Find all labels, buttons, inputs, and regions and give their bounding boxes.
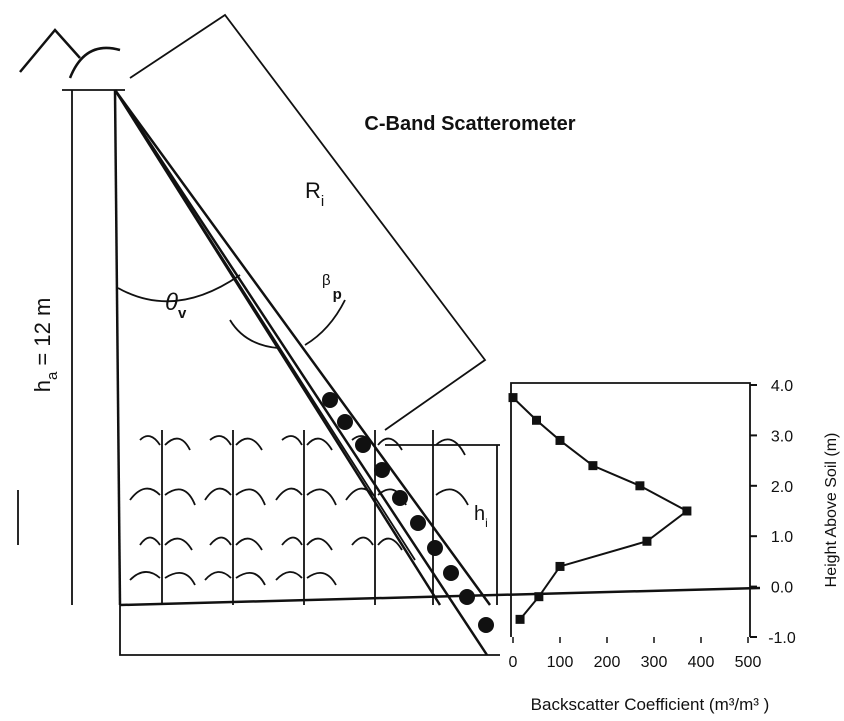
beam-line bbox=[113, 89, 489, 656]
profile-point bbox=[555, 435, 565, 445]
y-tick-label: 3.0 bbox=[771, 428, 793, 445]
profile-point bbox=[555, 561, 565, 571]
profile-point bbox=[642, 536, 652, 546]
theta-arc bbox=[117, 274, 241, 303]
layer-label: hi bbox=[474, 503, 488, 530]
range-dimension bbox=[129, 13, 487, 431]
range-label: Ri bbox=[305, 178, 324, 210]
ground bbox=[119, 586, 761, 607]
x-axis-label: Backscatter Coefficient (m³/m³ ) bbox=[531, 695, 770, 714]
profile-point bbox=[534, 592, 544, 602]
beta-arc bbox=[304, 299, 346, 346]
beam-line bbox=[113, 89, 492, 606]
profile-point bbox=[588, 461, 598, 471]
x-tick-label: 400 bbox=[688, 654, 715, 671]
subscript: i bbox=[485, 516, 488, 530]
arc bbox=[229, 319, 279, 349]
label: = 12 m bbox=[30, 298, 55, 372]
x-tick-label: 100 bbox=[547, 654, 574, 671]
x-tick-label: 0 bbox=[509, 654, 518, 671]
y-tick-label: 0.0 bbox=[771, 580, 793, 597]
scatter-volumes bbox=[322, 392, 494, 633]
antenna bbox=[19, 28, 81, 73]
x-tick-label: 200 bbox=[594, 654, 621, 671]
vertical bbox=[113, 89, 122, 606]
y-tick-label: 4.0 bbox=[771, 378, 793, 395]
profile-point bbox=[682, 506, 692, 516]
crop-canopy bbox=[129, 430, 469, 605]
beta-label: βp bbox=[322, 272, 342, 303]
layer-dimension bbox=[385, 444, 500, 605]
beam-line bbox=[114, 89, 416, 561]
theta-label: θv bbox=[165, 289, 187, 322]
profile-point bbox=[508, 393, 518, 403]
profile-point bbox=[515, 614, 525, 624]
x-tick-label: 500 bbox=[735, 654, 762, 671]
label: θ bbox=[165, 289, 178, 316]
y-tick-label: 1.0 bbox=[771, 529, 793, 546]
x-tick-label: 300 bbox=[641, 654, 668, 671]
height-label: ha = 12 m bbox=[30, 298, 61, 393]
y-tick-label: 2.0 bbox=[771, 479, 793, 496]
subscript: p bbox=[333, 286, 342, 303]
title: C-Band Scatterometer bbox=[364, 113, 575, 135]
profile-point bbox=[635, 481, 645, 491]
profile-point bbox=[532, 415, 541, 425]
soil-box bbox=[119, 605, 500, 656]
label: R bbox=[305, 178, 321, 203]
subscript: a bbox=[44, 371, 61, 380]
label: β bbox=[322, 272, 331, 289]
y-tick-label: -1.0 bbox=[768, 630, 796, 647]
subscript: i bbox=[321, 193, 324, 210]
subscript: v bbox=[178, 305, 187, 322]
label: h bbox=[30, 380, 55, 392]
y-axis-label: Height Above Soil (m) bbox=[823, 433, 840, 588]
height-dimension bbox=[62, 89, 125, 605]
antenna-dish bbox=[68, 46, 121, 79]
profile-line bbox=[512, 396, 689, 620]
chart-frame bbox=[510, 382, 751, 637]
label: h bbox=[474, 503, 485, 525]
